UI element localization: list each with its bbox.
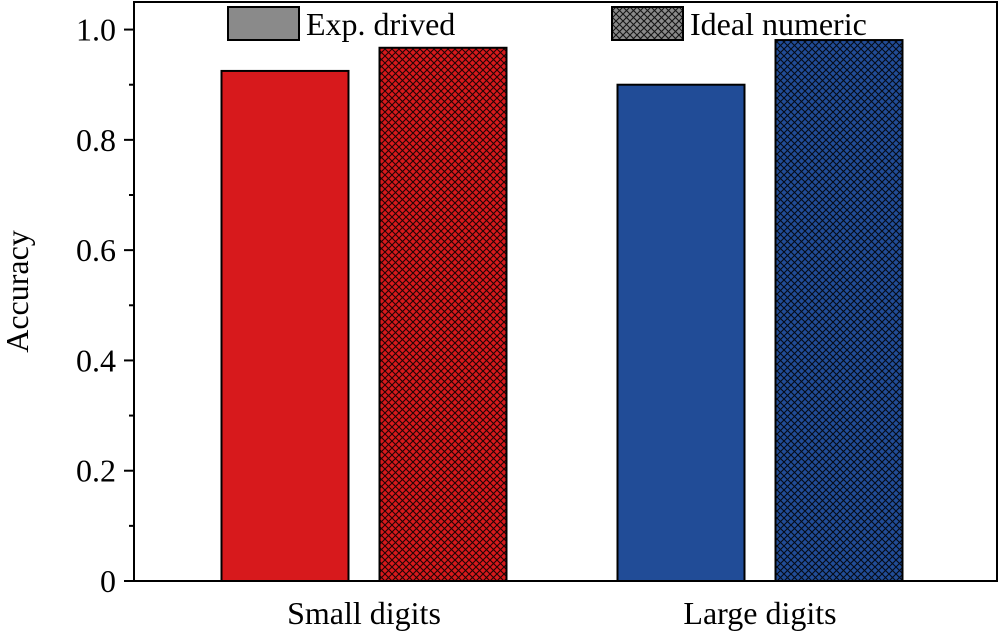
legend: Exp. drived Ideal numeric [227,6,867,42]
bar-large-digits-ideal-numeric [774,39,904,582]
bar-small-digits-exp-drived [220,69,350,583]
y-tick-label: 0.2 [76,453,116,489]
y-tick-label: 1.0 [76,12,116,48]
y-tick-label: 0.8 [76,122,116,158]
y-tick-label: 0 [100,563,116,599]
y-tick-label: 0.6 [76,232,116,268]
legend-label: Exp. drived [306,6,455,42]
x-category-label: Large digits [683,595,836,631]
legend-label: Ideal numeric [690,6,867,42]
legend-swatch-ideal-numeric [611,6,684,41]
x-axis: Small digits Large digits [287,595,836,631]
y-axis: 0 0.2 0.4 0.6 0.8 1.0 [76,12,134,599]
x-category-label: Small digits [287,595,441,631]
y-axis-title: Accuracy [0,230,35,353]
y-tick-label: 0.4 [76,342,116,378]
legend-swatch-exp-drived [227,6,300,41]
plot-frame [133,1,998,582]
bar-large-digits-exp-drived [616,83,746,582]
bars-group [220,39,904,583]
bar-small-digits-ideal-numeric [378,46,508,583]
